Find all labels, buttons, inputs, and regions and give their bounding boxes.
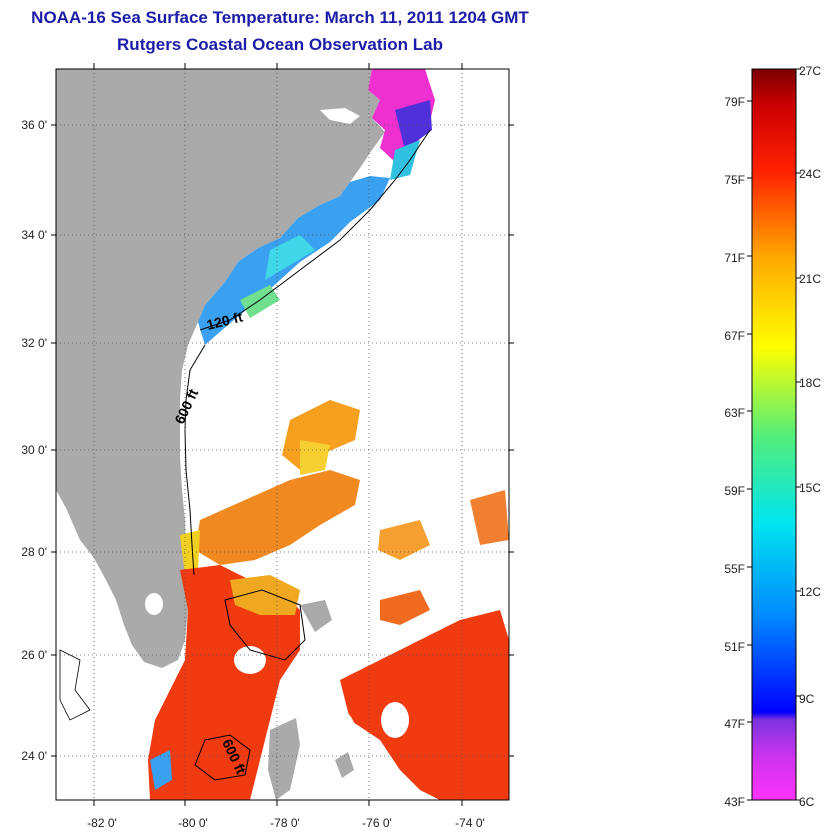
- contour-120ft-line: [199, 129, 431, 331]
- colorbar-label-24c: 24C: [799, 167, 821, 181]
- lat-label-28: 28 0': [21, 545, 47, 559]
- colorbar-label-18c: 18C: [799, 376, 821, 390]
- lon-label-78: -78 0': [270, 816, 300, 830]
- colorbar-label-67f: 67F: [724, 329, 745, 343]
- colorbar-label-55f: 55F: [724, 562, 745, 576]
- colorbar-label-59f: 59F: [724, 484, 745, 498]
- lake-okeechobee: [145, 593, 163, 615]
- cold-water-purple: [395, 100, 432, 150]
- colorbar-label-27c: 27C: [799, 64, 821, 78]
- colorbar: 27C 24C 21C 18C 15C 12C 9C 6C 79F 75F 71…: [724, 64, 821, 809]
- lat-label-36: 36 0': [21, 118, 47, 132]
- sound-water: [320, 108, 360, 124]
- colorbar-label-71f: 71F: [724, 251, 745, 265]
- warm-water-straits: [148, 565, 300, 800]
- lon-label-76: -76 0': [362, 816, 392, 830]
- map-panel: 120 ft 600 ft 600 ft: [56, 69, 509, 800]
- lat-label-30: 30 0': [21, 443, 47, 457]
- cool-patch-keys: [150, 750, 172, 790]
- colorbar-label-75f: 75F: [724, 173, 745, 187]
- cloud-gap: [315, 708, 355, 752]
- contour-gulf: [59, 649, 91, 721]
- lat-label-34: 34 0': [21, 228, 47, 242]
- cloud-gap-2: [381, 702, 409, 738]
- colorbar-label-6c: 6C: [799, 795, 815, 809]
- colorbar-label-21c: 21C: [799, 272, 821, 286]
- warm-patch-far-east: [470, 490, 509, 545]
- contour-bahamas-2: [224, 589, 306, 661]
- map-frame: [55, 68, 510, 801]
- map-subtitle: Rutgers Coastal Ocean Observation Lab: [117, 35, 443, 54]
- lon-label-74: -74 0': [455, 816, 485, 830]
- lon-label-82: -82 0': [87, 816, 117, 830]
- lat-label-26: 26 0': [21, 648, 47, 662]
- colorbar-gradient: [751, 68, 797, 801]
- colorbar-label-15c: 15C: [799, 481, 821, 495]
- map-tick-marks: [51, 63, 514, 806]
- colorbar-label-63f: 63F: [724, 406, 745, 420]
- lat-label-32: 32 0': [21, 336, 47, 350]
- land-southeast-us: [56, 69, 385, 668]
- contour-bahamas-1: [194, 734, 251, 781]
- cool-shelf-cyan: [265, 235, 315, 280]
- warm-patch-mid: [380, 590, 430, 625]
- map-title: NOAA-16 Sea Surface Temperature: March 1…: [31, 8, 529, 27]
- colorbar-label-12c: 12C: [799, 585, 821, 599]
- cool-shelf-green: [240, 285, 280, 318]
- colorbar-label-51f: 51F: [724, 640, 745, 654]
- cloud-gap-3: [234, 646, 266, 674]
- gulf-stream-yellow: [300, 440, 330, 475]
- island-grand-bahama: [300, 600, 332, 632]
- colorbar-label-9c: 9C: [799, 692, 815, 706]
- contour-600ft-line: [184, 344, 206, 576]
- warm-patch-east: [378, 520, 430, 560]
- colorbar-label-47f: 47F: [724, 717, 745, 731]
- gulf-stream-mid: [195, 470, 360, 565]
- island-andros: [268, 718, 300, 800]
- shelf-water-cyan: [390, 140, 420, 180]
- island-small: [335, 752, 354, 778]
- warm-water-east: [340, 610, 509, 800]
- colorbar-label-43f: 43F: [724, 795, 745, 809]
- warm-yellow-patch: [230, 575, 300, 615]
- colorbar-ticks: [747, 68, 801, 801]
- colorbar-label-79f: 79F: [724, 95, 745, 109]
- lon-label-80: -80 0': [178, 816, 208, 830]
- lat-label-24: 24 0': [21, 749, 47, 763]
